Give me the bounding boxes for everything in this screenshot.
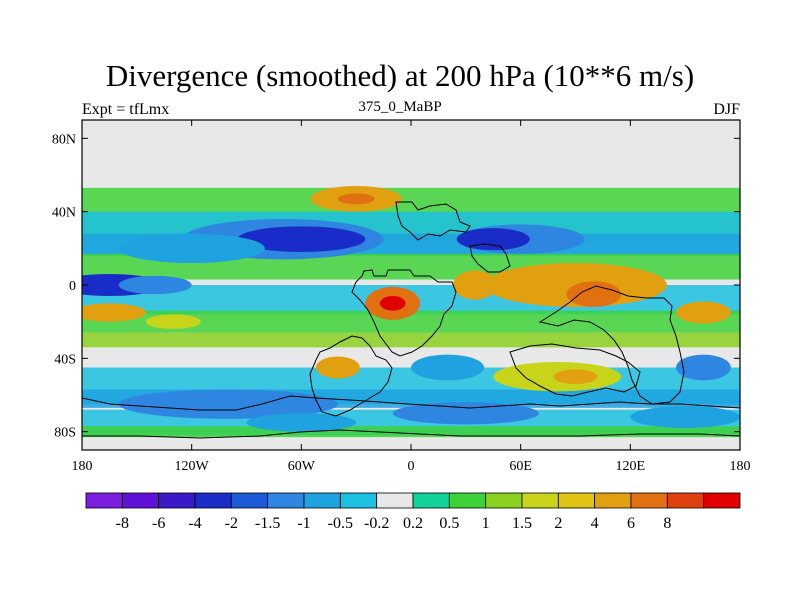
field-blob: [337, 193, 375, 205]
field-blob: [456, 228, 530, 251]
colorbar-box: [121, 492, 160, 509]
colorbar-box: [194, 492, 232, 509]
colorbar-label: -0.2: [364, 515, 389, 532]
plot-title: Divergence (smoothed) at 200 hPa (10**6 …: [105, 58, 695, 93]
map-field: [82, 120, 740, 450]
southeast-asia-outline: [538, 285, 685, 405]
colorbar-label: -8: [116, 515, 129, 532]
field-blob: [453, 270, 497, 300]
field-blobs: [82, 186, 740, 432]
colorbar-label: -6: [152, 515, 165, 532]
field-blob: [630, 406, 740, 428]
colorbar-box: [521, 492, 559, 509]
colorbar-label: -2: [225, 515, 238, 532]
y-tick-label: 80S: [54, 426, 76, 441]
colorbar-box: [267, 492, 305, 509]
europe-outline: [395, 201, 471, 241]
y-tick-label: 80N: [52, 132, 76, 147]
field-blob: [118, 275, 192, 295]
field-blob: [237, 226, 366, 253]
colorbar-box: [303, 492, 341, 509]
case-label: 375_0_MaBP: [358, 99, 442, 115]
colorbar-label: 1.5: [512, 515, 532, 532]
colorbar-label: -4: [188, 515, 201, 532]
south-america-outline: [309, 335, 393, 417]
colorbar-box: [594, 492, 632, 509]
y-tick-label: 40N: [52, 206, 76, 221]
colorbar-label: 2: [554, 515, 562, 532]
colorbar-label: 6: [627, 515, 635, 532]
asia-outline: [469, 243, 511, 273]
x-tick-label: 0: [408, 459, 415, 474]
colorbar-label: -1.5: [255, 515, 280, 532]
field-blob: [676, 301, 731, 324]
experiment-label: Expt = tfLmx: [82, 101, 170, 118]
field-blob: [411, 354, 485, 381]
colorbar-box: [703, 492, 741, 509]
continent-outlines: [82, 201, 740, 439]
colorbar-box: [485, 492, 523, 509]
colorbar-box: [85, 492, 123, 509]
field-blob: [246, 413, 357, 432]
field-band: [82, 426, 740, 438]
x-tick-label: 60W: [288, 459, 316, 474]
field-blob: [145, 314, 201, 329]
field-blob: [676, 354, 731, 381]
axis-ticks: 180 120W 60W 0 60E 120E 180 80N 40N 0 40S 80S: [52, 120, 751, 474]
colorbar-label: -0.5: [328, 515, 353, 532]
field-blob: [553, 369, 598, 384]
colorbar-box: [376, 492, 414, 509]
colorbar: -8 -6 -4 -2 -1.5 -1 -0.5 -0.2 0.2 0.5 1 1.5 2 4 6 8: [85, 492, 741, 532]
y-tick-label: 40S: [54, 352, 76, 367]
colorbar-box: [630, 492, 668, 509]
field-blob: [118, 233, 265, 263]
colorbar-label: 4: [591, 515, 599, 532]
colorbar-label: 0.2: [403, 515, 423, 532]
field-blob: [566, 281, 622, 307]
colorbar-label: 1: [482, 515, 490, 532]
season-label: DJF: [713, 101, 740, 118]
antarctic-coast-outline: [82, 429, 740, 439]
colorbar-box: [557, 492, 596, 509]
y-tick-label: 0: [69, 279, 76, 294]
colorbar-label: 0.5: [439, 515, 459, 532]
x-tick-label: 120E: [616, 459, 646, 474]
colorbar-box: [448, 492, 487, 509]
colorbar-box: [339, 492, 378, 509]
colorbar-box: [158, 492, 196, 509]
africa-outline: [351, 269, 457, 357]
australia-outline: [509, 343, 641, 397]
x-tick-label: 60E: [509, 459, 532, 474]
colorbar-label: -1: [297, 515, 310, 532]
x-tick-label: 180: [730, 459, 751, 474]
field-blob: [315, 356, 360, 379]
field-blob: [392, 402, 539, 425]
field-band: [82, 310, 740, 333]
colorbar-box: [230, 492, 269, 509]
field-blob: [82, 303, 146, 322]
field-band: [82, 332, 740, 348]
antarctica-outline: [82, 395, 740, 411]
colorbar-box: [666, 492, 705, 509]
field-blob: [118, 389, 338, 419]
field-blob: [379, 296, 406, 311]
x-tick-label: 120W: [175, 459, 210, 474]
x-tick-label: 180: [72, 459, 93, 474]
colorbar-label: 8: [663, 515, 671, 532]
colorbar-box: [412, 492, 450, 509]
